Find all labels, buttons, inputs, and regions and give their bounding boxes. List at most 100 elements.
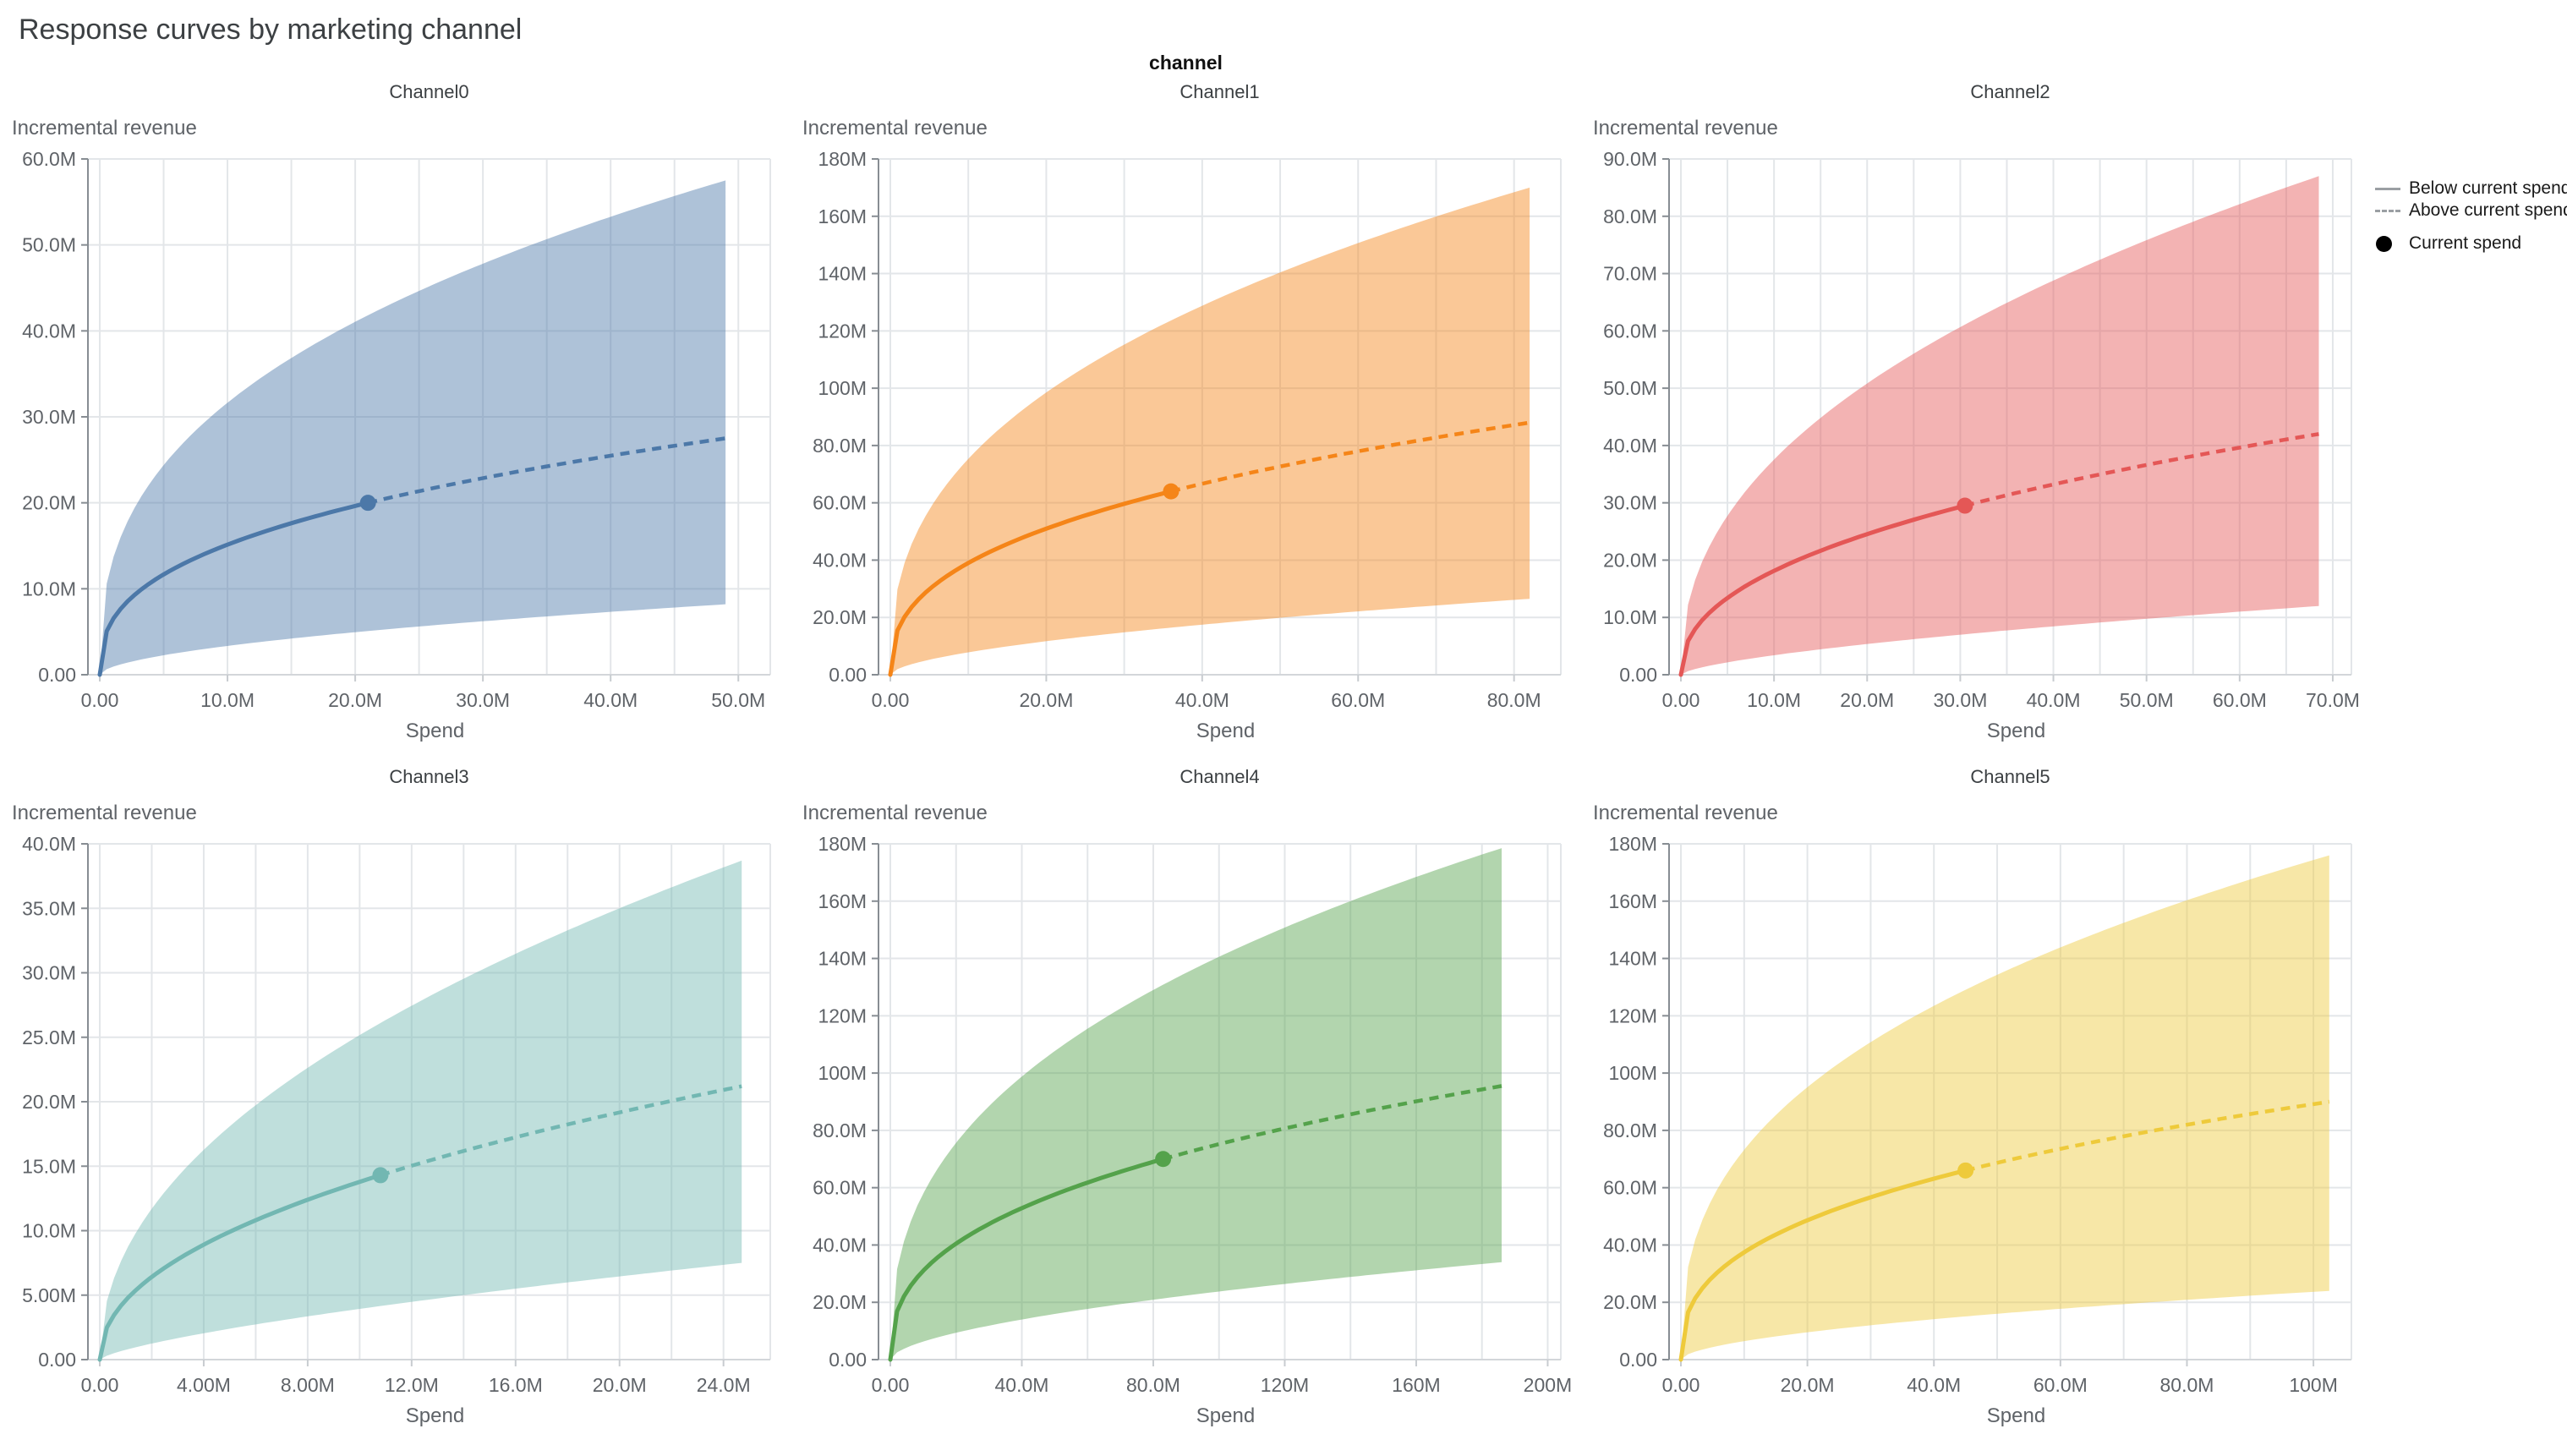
facet-field-label: channel	[1149, 52, 1223, 74]
y-tick-label: 40.0M	[1603, 1234, 1657, 1256]
x-tick-label: 40.0M	[583, 689, 638, 711]
x-tick-label: 24.0M	[697, 1374, 751, 1396]
chart-cell-channel4: Channel4 Incremental revenue 0.00 20.0M 40…	[791, 763, 1581, 1439]
subplot-title-channel3: Channel3	[389, 766, 469, 787]
y-tick-label: 180M	[818, 148, 867, 170]
y-tick-label: 20.0M	[813, 1291, 867, 1313]
chart-cell-channel3: Channel3 Incremental revenue 0.00 5.00M 10…	[0, 763, 791, 1439]
x-tick-label: 80.0M	[1126, 1374, 1180, 1396]
x-tick-label: 4.00M	[177, 1374, 231, 1396]
y-tick-label: 30.0M	[22, 406, 76, 428]
y-tick-label: 5.00M	[22, 1284, 76, 1306]
y-tick-label: 180M	[1608, 833, 1657, 855]
response-curve-below-current-spend	[1678, 503, 1968, 677]
x-tick-label: 80.0M	[1487, 689, 1541, 711]
y-tick-label: 100M	[1608, 1062, 1657, 1084]
y-tick-label: 120M	[818, 1004, 867, 1026]
y-tick-label: 40.0M	[22, 833, 76, 855]
y-tick-label: 25.0M	[22, 1026, 76, 1048]
x-tick-label: 30.0M	[1933, 689, 1987, 711]
y-tick-label: 120M	[1608, 1004, 1657, 1026]
y-tick-label: 160M	[818, 205, 867, 227]
y-tick-label: 10.0M	[22, 577, 76, 599]
x-tick-label: 50.0M	[2120, 689, 2174, 711]
y-tick-label: 10.0M	[1603, 606, 1657, 628]
y-tick-label: 160M	[818, 890, 867, 912]
response-curve-chart-channel1: 0.00 20.0M 40.0M 60.0M 80.0M 100M 120M 140M 160M…	[813, 148, 1562, 742]
subplot-title-channel0: Channel0	[389, 81, 469, 102]
y-tick-label: 40.0M	[813, 1234, 867, 1256]
current-spend-dot	[359, 495, 376, 512]
y-tick-label: 60.0M	[1603, 320, 1657, 342]
y-tick-label: 0.00	[829, 1349, 867, 1371]
response-curve-below-current-spend	[1678, 1168, 1968, 1362]
y-tick-label: 60.0M	[1603, 1177, 1657, 1199]
response-curve-below-current-spend	[888, 1157, 1166, 1362]
response-curve-chart-channel3: 0.00 5.00M 10.0M 15.0M 20.0M 25.0M 30.0M 35.0M 4…	[22, 833, 771, 1427]
x-tick-label: 0.00	[81, 689, 119, 711]
subplot-title-channel2: Channel2	[1970, 81, 2050, 102]
y-tick-label: 50.0M	[1603, 377, 1657, 399]
x-tick-label: 60.0M	[2033, 1374, 2088, 1396]
x-tick-label: 40.0M	[2027, 689, 2081, 711]
solid-line-icon	[2375, 187, 2401, 190]
x-tick-label: 16.0M	[489, 1374, 543, 1396]
y-tick-label: 100M	[818, 1062, 867, 1084]
legend-label: Above current spend	[2409, 200, 2567, 220]
x-tick-label: 12.0M	[385, 1374, 439, 1396]
x-axis-title: Spend	[406, 1404, 464, 1427]
y-tick-label: 40.0M	[22, 320, 76, 342]
y-tick-label: 80.0M	[813, 435, 867, 457]
y-tick-label: 20.0M	[22, 1091, 76, 1113]
x-tick-label: 0.00	[81, 1374, 119, 1396]
y-tick-label: 70.0M	[1603, 263, 1657, 285]
x-tick-label: 40.0M	[1907, 1374, 1961, 1396]
response-curve-above-current-spend	[1965, 1099, 2330, 1173]
x-tick-label: 10.0M	[200, 689, 255, 711]
current-spend-dot	[1163, 483, 1180, 500]
x-tick-label: 20.0M	[1781, 1374, 1835, 1396]
current-spend-dot	[1957, 1162, 1974, 1179]
x-tick-label: 0.00	[872, 689, 910, 711]
y-tick-label: 100M	[818, 377, 867, 399]
y-tick-label: 10.0M	[22, 1220, 76, 1242]
y-tick-label: 90.0M	[1603, 148, 1657, 170]
confidence-band	[100, 180, 726, 675]
x-tick-label: 70.0M	[2306, 689, 2360, 711]
x-tick-label: 0.00	[1662, 689, 1700, 711]
y-tick-label: 20.0M	[1603, 1291, 1657, 1313]
y-axis-title: Incremental revenue	[802, 117, 988, 140]
dashed-line-icon	[2375, 209, 2401, 212]
response-curve-below-current-spend	[97, 1173, 383, 1362]
x-tick-label: 120M	[1261, 1374, 1310, 1396]
y-tick-label: 20.0M	[813, 606, 867, 628]
legend-label: Below current spend	[2409, 178, 2567, 198]
x-axis-title: Spend	[406, 720, 464, 742]
response-curve-above-current-spend	[1162, 1084, 1502, 1161]
y-tick-label: 0.00	[38, 1349, 76, 1371]
y-tick-label: 0.00	[1619, 664, 1657, 686]
chart-cell-channel1: Channel1 Incremental revenue 0.00 20.0M 40…	[791, 78, 1581, 754]
legend-label: Current spend	[2409, 233, 2522, 253]
legend-item-below-current-spend: Below current spend	[2375, 178, 2567, 200]
x-tick-label: 100M	[2289, 1374, 2338, 1396]
subplot-title-channel1: Channel1	[1180, 81, 1260, 102]
x-tick-label: 40.0M	[1175, 689, 1229, 711]
y-tick-label: 180M	[818, 833, 867, 855]
confidence-band	[890, 187, 1530, 675]
y-tick-label: 140M	[1608, 948, 1657, 970]
x-axis-title: Spend	[1196, 720, 1255, 742]
response-curve-above-current-spend	[1964, 432, 2319, 508]
confidence-band	[100, 860, 742, 1360]
y-tick-label: 40.0M	[1603, 435, 1657, 457]
y-tick-label: 80.0M	[1603, 1119, 1657, 1141]
y-axis-title: Incremental revenue	[1593, 802, 1778, 824]
x-tick-label: 20.0M	[1019, 689, 1073, 711]
response-curve-below-current-spend	[97, 501, 370, 677]
x-tick-label: 0.00	[872, 1374, 910, 1396]
y-tick-label: 160M	[1608, 890, 1657, 912]
current-spend-dot	[1155, 1151, 1172, 1168]
response-curve-chart-channel5: 0.00 20.0M 40.0M 60.0M 80.0M 100M 120M 140M 160M…	[1603, 833, 2352, 1427]
legend-item-current-spend: Current spend	[2375, 233, 2567, 255]
current-spend-dot	[372, 1167, 389, 1184]
